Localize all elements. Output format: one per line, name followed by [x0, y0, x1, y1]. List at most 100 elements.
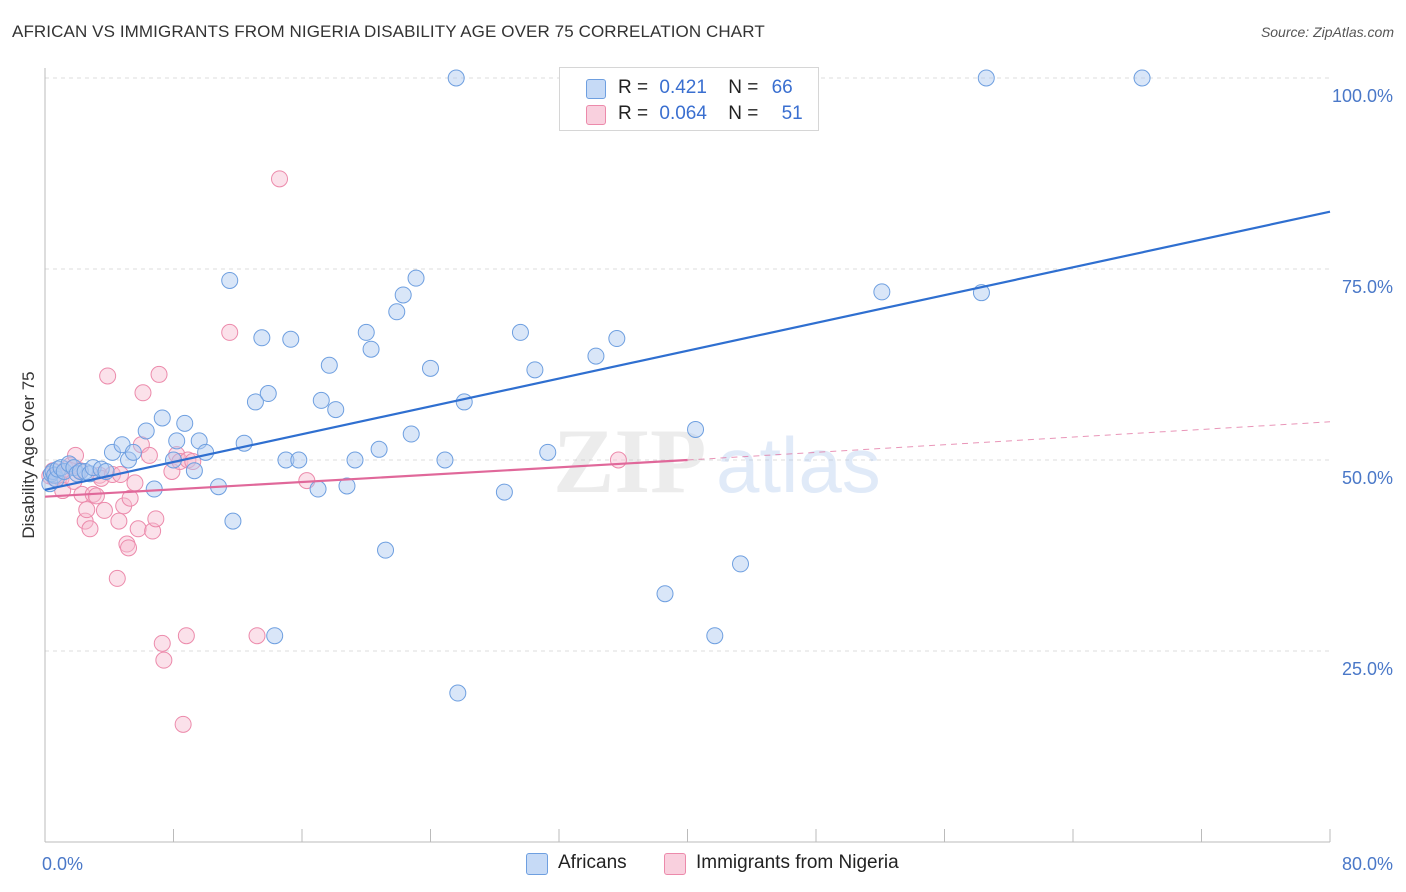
- africans-point: [312, 391, 330, 409]
- africans-point: [253, 329, 271, 347]
- nigeria-trend-extension: [687, 421, 1331, 461]
- africans-point: [608, 330, 626, 348]
- nigeria-point: [78, 501, 96, 519]
- africans-point: [388, 303, 406, 321]
- bottom-legend-label-africans: Africans: [558, 852, 627, 873]
- africans-point: [656, 585, 674, 603]
- africans-point: [153, 409, 171, 427]
- bottom-legend-label-nigeria: Immigrants from Nigeria: [696, 852, 899, 873]
- africans-point: [282, 330, 300, 348]
- africans-point: [168, 432, 186, 450]
- bottom-legend-swatch-africans: [526, 853, 548, 875]
- africans-point: [277, 451, 295, 469]
- africans-point: [587, 347, 605, 365]
- chart-title: AFRICAN VS IMMIGRANTS FROM NIGERIA DISAB…: [12, 22, 765, 41]
- y-tick-label: 100.0%: [1332, 86, 1393, 106]
- nigeria-point: [110, 512, 128, 530]
- legend-r-label: R =: [618, 103, 649, 124]
- nigeria-point: [121, 489, 139, 507]
- africans-point: [687, 420, 705, 438]
- africans-point: [327, 401, 345, 419]
- nigeria-trend-line: [44, 458, 688, 498]
- y-tick-label: 75.0%: [1342, 277, 1393, 297]
- trend-lines: [44, 210, 1331, 498]
- africans-point: [732, 555, 750, 573]
- watermark-atlas: atlas: [716, 421, 881, 509]
- legend-n-value: 51: [781, 103, 803, 124]
- africans-point: [394, 286, 412, 304]
- series-africans: [41, 69, 1151, 702]
- africans-point: [706, 627, 724, 645]
- legend-n-label: N =: [728, 103, 759, 124]
- africans-point: [137, 422, 155, 440]
- nigeria-point: [126, 474, 144, 492]
- y-tick-label: 50.0%: [1342, 468, 1393, 488]
- africans-point: [370, 440, 388, 458]
- africans-point: [511, 323, 529, 341]
- africans-point: [436, 451, 454, 469]
- nigeria-point: [108, 569, 126, 587]
- grid-lines: [45, 77, 1330, 652]
- africans-point: [526, 361, 544, 379]
- africans-point: [1133, 69, 1151, 87]
- africans-point: [309, 480, 327, 498]
- africans-point: [873, 283, 891, 301]
- africans-point: [447, 69, 465, 87]
- africans-trend-line: [44, 210, 1331, 491]
- nigeria-point: [150, 365, 168, 383]
- africans-point: [977, 69, 995, 87]
- africans-point: [246, 393, 264, 411]
- legend-r-label: R =: [618, 77, 649, 98]
- nigeria-point: [609, 451, 627, 469]
- nigeria-point: [177, 627, 195, 645]
- legend-swatch-africans: [586, 79, 606, 99]
- source-label: Source: ZipAtlas.com: [1260, 24, 1394, 40]
- africans-point: [221, 271, 239, 289]
- nigeria-point: [95, 501, 113, 519]
- nigeria-point: [147, 510, 165, 528]
- africans-point: [290, 451, 308, 469]
- africans-point: [124, 443, 142, 461]
- africans-point: [176, 414, 194, 432]
- africans-point: [259, 385, 277, 403]
- africans-point: [362, 340, 380, 358]
- nigeria-point: [155, 651, 173, 669]
- africans-point: [357, 323, 375, 341]
- nigeria-point: [87, 487, 105, 505]
- africans-point: [407, 269, 425, 287]
- nigeria-point: [221, 323, 239, 341]
- watermark: ZIP atlas: [553, 410, 881, 512]
- x-tick-label: 0.0%: [42, 854, 83, 874]
- nigeria-point: [99, 367, 117, 385]
- legend-n-value: 66: [771, 77, 793, 98]
- nigeria-point: [67, 446, 85, 464]
- stats-legend: R = 0.421 N = 66 R = 0.064 N = 51: [559, 67, 819, 131]
- nigeria-point: [129, 520, 147, 538]
- nigeria-point: [271, 170, 289, 188]
- africans-point: [266, 627, 284, 645]
- africans-point: [224, 512, 242, 530]
- africans-point: [197, 443, 215, 461]
- africans-point: [422, 359, 439, 377]
- nigeria-point: [248, 627, 266, 645]
- africans-point: [449, 684, 467, 702]
- bottom-legend-swatch-nigeria: [664, 853, 686, 875]
- tick-labels: 25.0% 50.0% 75.0% 100.0% 0.0% 80.0%: [42, 86, 1393, 874]
- nigeria-point: [174, 715, 192, 733]
- y-tick-label: 25.0%: [1342, 659, 1393, 679]
- legend-r-value: 0.064: [659, 103, 707, 124]
- africans-point: [185, 462, 203, 480]
- africans-point: [377, 541, 395, 559]
- africans-point: [346, 451, 364, 469]
- africans-point: [320, 356, 338, 374]
- legend-r-value: 0.421: [659, 77, 707, 98]
- africans-point: [455, 393, 473, 411]
- y-axis-label: Disability Age Over 75: [19, 371, 38, 538]
- africans-point: [539, 443, 557, 461]
- axes: [44, 68, 1331, 843]
- nigeria-point: [140, 446, 158, 464]
- nigeria-point: [134, 384, 152, 402]
- nigeria-point: [120, 539, 138, 557]
- x-tick-label: 80.0%: [1342, 854, 1393, 874]
- legend-swatch-nigeria: [586, 105, 606, 125]
